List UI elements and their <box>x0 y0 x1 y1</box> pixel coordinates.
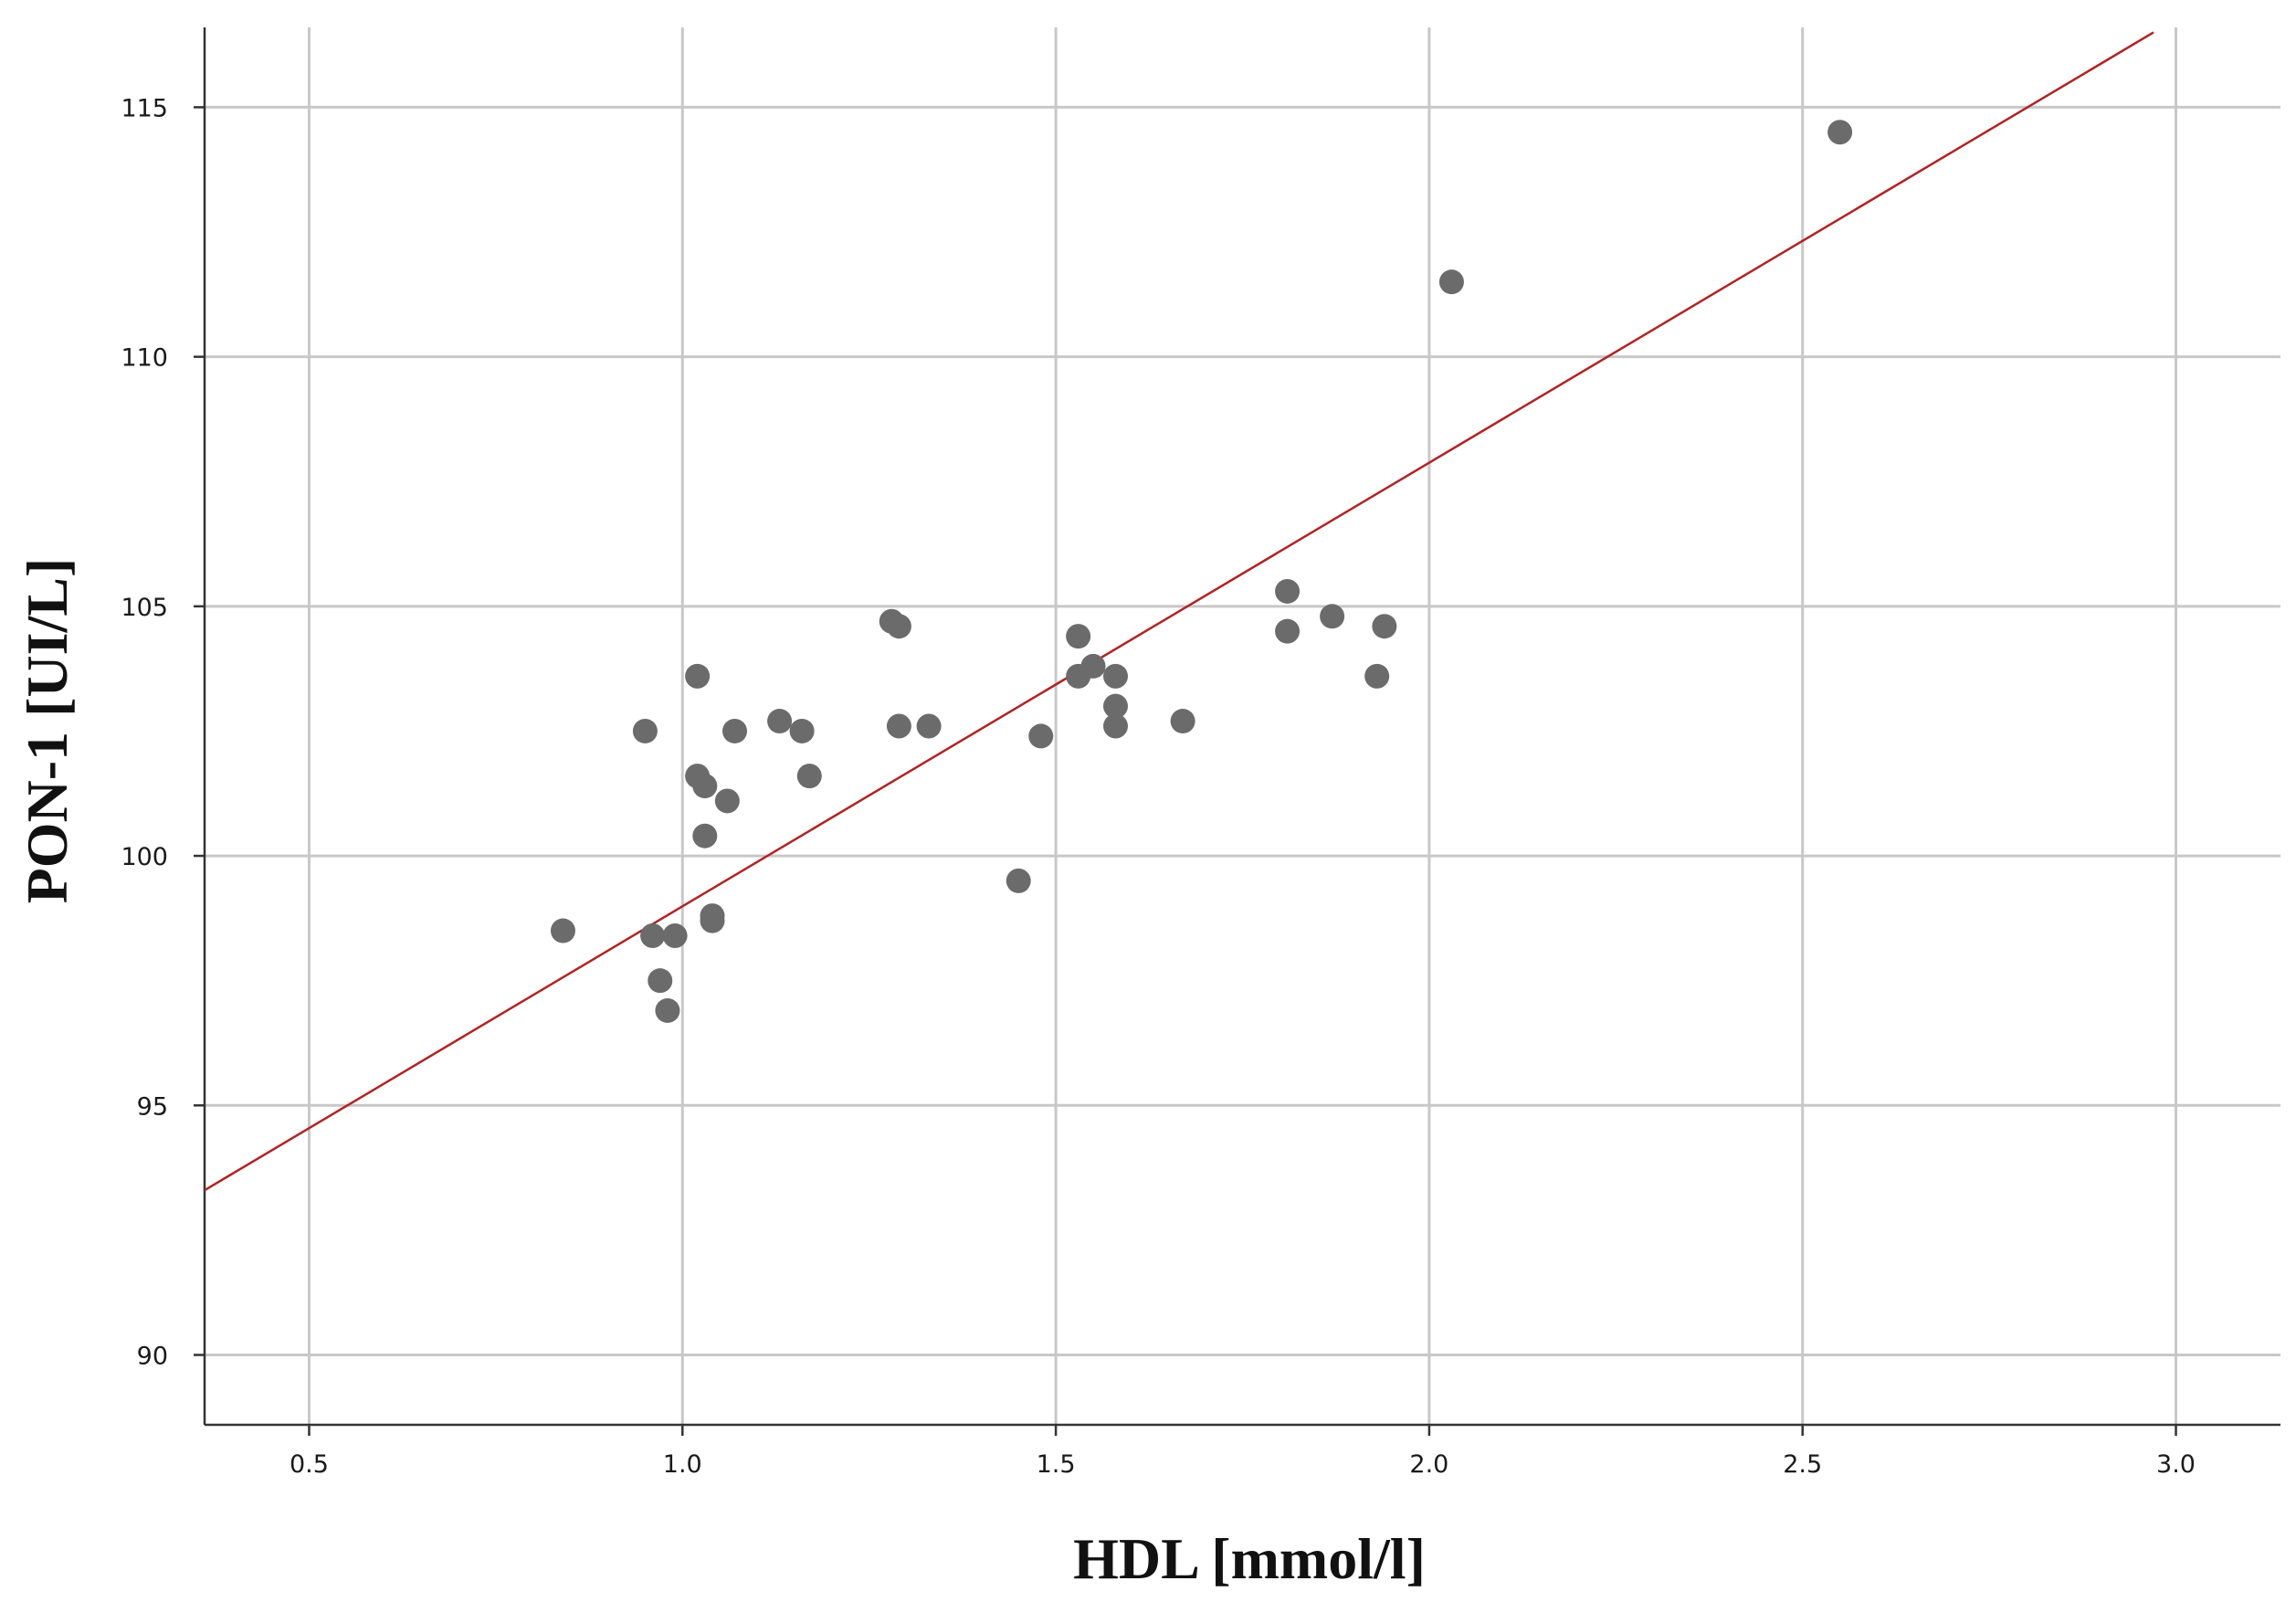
data-point <box>1364 663 1390 689</box>
x-tick-label: 1.5 <box>1037 1450 1076 1479</box>
data-point <box>692 823 718 848</box>
y-tick-label: 95 <box>137 1092 168 1121</box>
tick-labels: 0.5 1.0 1.5 2.0 2.5 3.0 90 95 100 105 110 115 <box>121 94 2196 1479</box>
data-point <box>1827 120 1853 145</box>
data-point <box>1438 269 1464 295</box>
data-point <box>1006 868 1031 893</box>
data-point <box>700 908 725 933</box>
data-point <box>767 709 793 734</box>
data-point <box>1275 578 1301 604</box>
data-point <box>640 923 666 948</box>
data-point <box>550 918 575 943</box>
x-tick-label: 2.0 <box>1409 1450 1448 1479</box>
x-tick-label: 2.5 <box>1783 1450 1822 1479</box>
data-point <box>886 713 911 739</box>
x-axis-title: HDL [mmol/l] <box>1073 1526 1426 1591</box>
data-point <box>632 718 658 743</box>
data-points <box>550 120 1853 1023</box>
data-point <box>1103 713 1129 739</box>
data-point <box>886 614 911 639</box>
y-tick-label: 105 <box>121 594 168 622</box>
y-tick-label: 115 <box>121 94 168 122</box>
data-point <box>1080 653 1106 679</box>
x-tick-label: 0.5 <box>290 1450 329 1479</box>
data-point <box>796 764 822 789</box>
data-point <box>1372 614 1397 639</box>
data-point <box>1028 723 1054 749</box>
data-point <box>685 663 711 689</box>
data-point <box>1275 618 1301 644</box>
axes <box>194 27 2280 1436</box>
data-point <box>1170 709 1195 734</box>
y-tick-label: 110 <box>121 344 168 373</box>
x-tick-label: 3.0 <box>2156 1450 2196 1479</box>
data-point <box>789 718 815 743</box>
y-tick-label: 100 <box>121 843 168 871</box>
y-tick-label: 90 <box>137 1343 168 1371</box>
data-point <box>714 788 740 814</box>
data-point <box>916 713 942 739</box>
data-point <box>722 718 748 743</box>
data-point <box>662 923 688 948</box>
data-point <box>692 774 718 799</box>
data-point <box>1066 624 1091 649</box>
y-axis-title: PON-1 [UI/L] <box>15 558 79 904</box>
x-tick-label: 1.0 <box>663 1450 702 1479</box>
fit-line-layer <box>205 31 2154 1192</box>
gridlines <box>205 27 2280 1425</box>
regression-line <box>205 31 2154 1192</box>
data-point <box>648 968 673 994</box>
data-point <box>1103 693 1129 719</box>
data-point <box>1103 663 1129 689</box>
data-point <box>655 997 680 1023</box>
data-point <box>1320 604 1345 629</box>
